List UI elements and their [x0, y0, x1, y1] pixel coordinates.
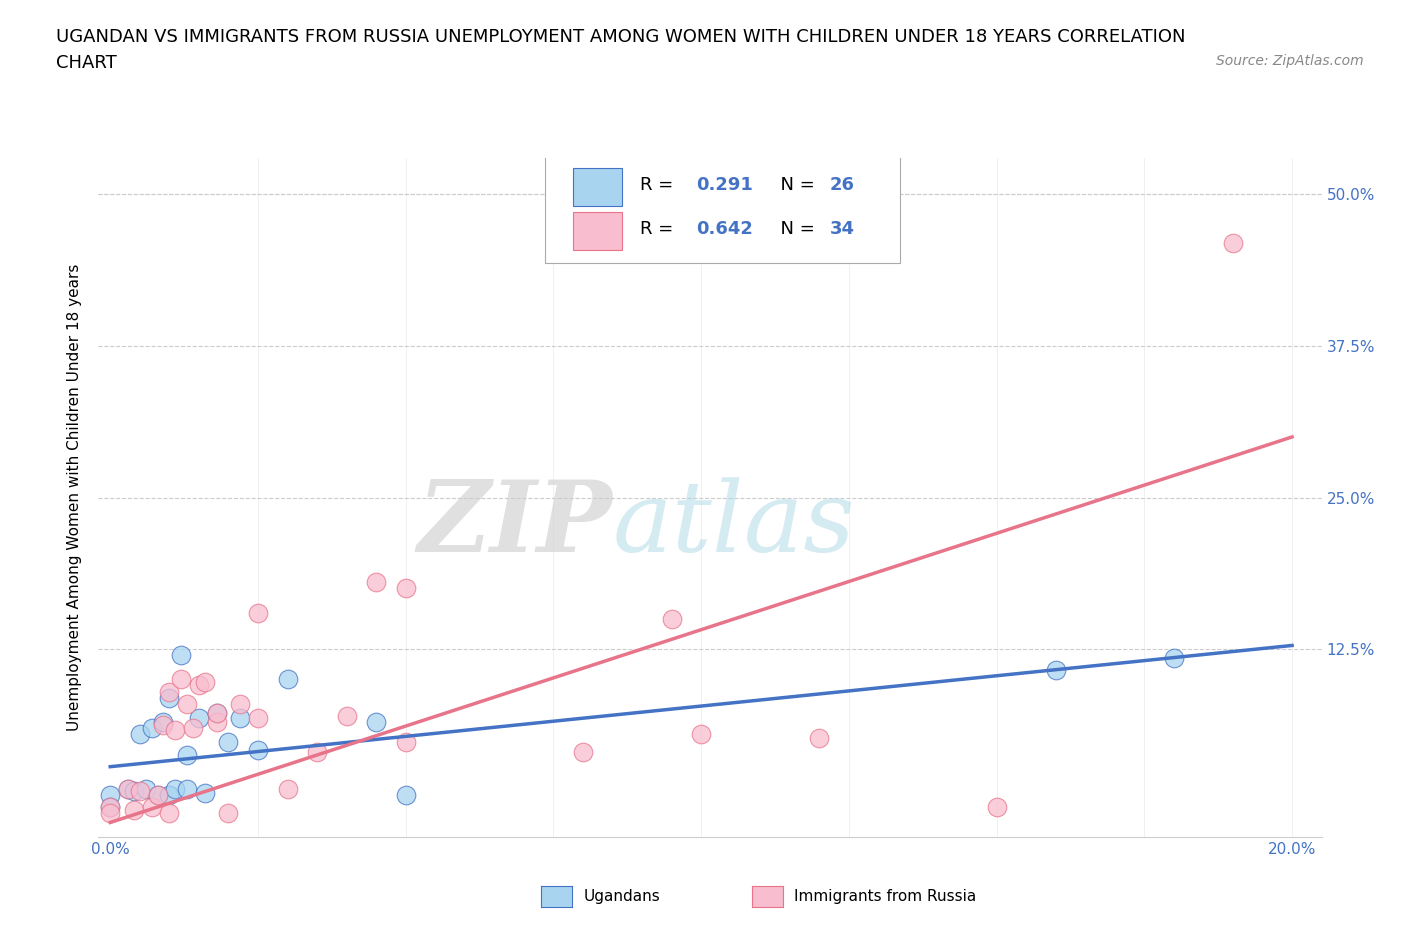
Text: UGANDAN VS IMMIGRANTS FROM RUSSIA UNEMPLOYMENT AMONG WOMEN WITH CHILDREN UNDER 1: UGANDAN VS IMMIGRANTS FROM RUSSIA UNEMPL… [56, 28, 1185, 46]
Point [205, 714, 228, 729]
Point [217, 735, 239, 750]
Point [366, 575, 388, 590]
Point [366, 714, 388, 729]
Point [117, 781, 139, 796]
Point [117, 781, 139, 796]
Point [98, 799, 121, 814]
Text: 0.642: 0.642 [696, 220, 754, 238]
Point [152, 718, 174, 733]
Point [157, 787, 180, 802]
Point [336, 709, 359, 724]
Point [194, 674, 217, 689]
Point [181, 721, 204, 736]
Point [661, 611, 683, 626]
Text: 26: 26 [830, 177, 855, 194]
Point [98, 787, 121, 802]
Point [128, 726, 150, 741]
Point [176, 697, 198, 711]
Point [276, 781, 298, 796]
Point [128, 783, 150, 798]
Point [157, 805, 180, 820]
Point [141, 799, 163, 814]
Text: R =: R = [640, 177, 679, 194]
Point [808, 730, 831, 745]
Point [395, 787, 418, 802]
Point [146, 787, 169, 802]
Text: Ugandans: Ugandans [583, 889, 661, 904]
Point [276, 672, 298, 687]
Point [141, 721, 163, 736]
Point [229, 697, 252, 711]
Point [152, 714, 174, 729]
Text: Immigrants from Russia: Immigrants from Russia [794, 889, 977, 904]
Point [170, 672, 193, 687]
Point [98, 799, 121, 814]
Point [395, 735, 418, 750]
Point [1163, 650, 1185, 665]
Point [98, 805, 121, 820]
Point [176, 747, 198, 762]
Point [690, 726, 713, 741]
Point [229, 711, 252, 725]
Point [170, 647, 193, 662]
Text: Source: ZipAtlas.com: Source: ZipAtlas.com [1216, 54, 1364, 68]
Point [1045, 662, 1067, 677]
Point [246, 605, 269, 620]
Point [122, 783, 145, 798]
Text: N =: N = [769, 177, 820, 194]
Point [572, 745, 595, 760]
Point [986, 799, 1008, 814]
Point [187, 678, 209, 693]
Point [217, 805, 239, 820]
Point [194, 786, 217, 801]
Point [246, 742, 269, 757]
Point [176, 781, 198, 796]
Text: R =: R = [640, 220, 679, 238]
Point [146, 787, 169, 802]
Point [165, 723, 187, 737]
Point [205, 706, 228, 721]
Point [395, 581, 418, 596]
Text: atlas: atlas [612, 477, 855, 572]
Point [157, 690, 180, 705]
Point [246, 711, 269, 725]
FancyBboxPatch shape [574, 168, 621, 206]
Point [307, 745, 329, 760]
Text: N =: N = [769, 220, 820, 238]
Point [165, 781, 187, 796]
FancyBboxPatch shape [574, 212, 621, 250]
Text: 34: 34 [830, 220, 855, 238]
Y-axis label: Unemployment Among Women with Children Under 18 years: Unemployment Among Women with Children U… [67, 264, 83, 731]
FancyBboxPatch shape [546, 154, 900, 263]
Point [1222, 235, 1244, 250]
Point [205, 706, 228, 721]
Point [157, 684, 180, 699]
Text: CHART: CHART [56, 54, 117, 72]
Text: ZIP: ZIP [418, 476, 612, 573]
Text: 0.291: 0.291 [696, 177, 754, 194]
Point [122, 803, 145, 817]
Point [135, 781, 157, 796]
Point [187, 711, 209, 725]
